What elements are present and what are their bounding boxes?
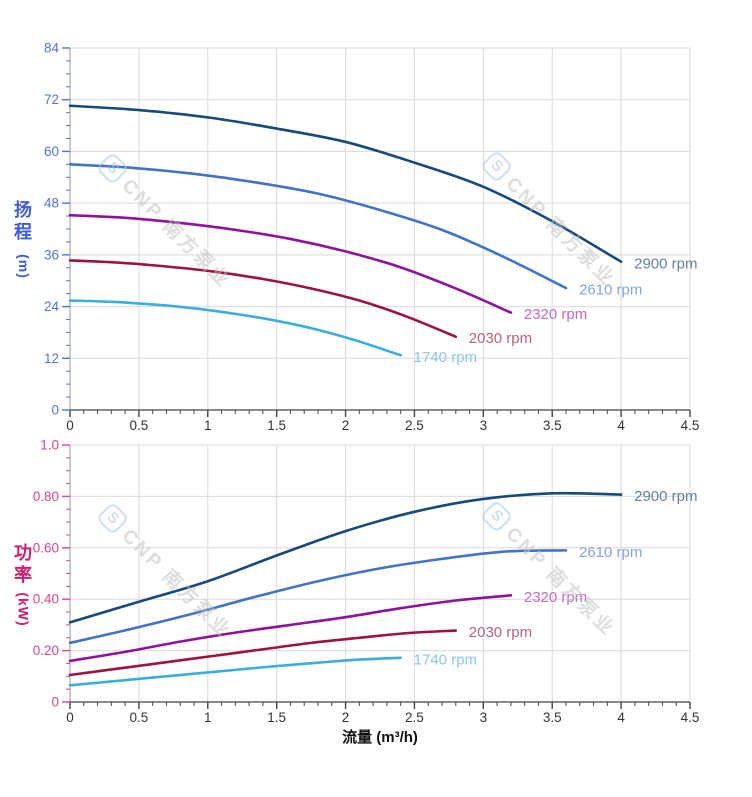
- x-tick-label: 0: [66, 710, 74, 725]
- head-axis-unit: (m): [15, 254, 32, 279]
- x-tick-label: 0: [66, 418, 74, 433]
- power-axis-title: 功 率 (kW): [6, 543, 40, 627]
- x-tick-label: 1: [204, 710, 212, 725]
- x-tick-label: 2: [342, 418, 350, 433]
- y-tick-label: 1.0: [40, 438, 59, 453]
- curve-label-2320-rpm: 2320 rpm: [524, 306, 587, 323]
- curve-2610-rpm: [68, 163, 568, 290]
- y-tick-label: 12: [44, 351, 59, 366]
- curve-label-2610-rpm: 2610 rpm: [579, 544, 642, 561]
- y-tick-label: 0.40: [33, 592, 59, 607]
- y-tick-label: 0.80: [33, 489, 59, 504]
- chart-head-vs-flow: 0 0.5 1 1.5 2 2.5 3 3.5 4 4.5 0 12 24 36 48 60 72 84 2900 …: [44, 41, 699, 434]
- chart-power-vs-flow: 0 0.5 1 1.5 2 2.5 3 3.5 4 4.5 0 0.20 0.40 0.60 0.80 1.0…: [33, 438, 700, 726]
- x-tick-label: 4: [617, 710, 625, 725]
- head-axis-title-char: 程: [14, 222, 32, 242]
- curve-label-1740-rpm: 1740 rpm: [414, 651, 477, 668]
- curve-2610-rpm: [68, 549, 568, 645]
- curve-2030-rpm: [68, 629, 458, 677]
- x-tick-label: 2.5: [405, 710, 424, 725]
- x-tick-label: 0.5: [129, 418, 148, 433]
- curve-label-1740-rpm: 1740 rpm: [414, 349, 477, 366]
- y-tick-label: 24: [44, 299, 60, 314]
- x-tick-label: 2.5: [405, 418, 424, 433]
- head-axis-title: 扬 程 (m): [6, 200, 40, 279]
- curve-1740-rpm: [68, 656, 402, 687]
- x-tick-label: 1.5: [267, 418, 286, 433]
- x-tick-label: 4.5: [681, 418, 700, 433]
- y-tick-label: 0.60: [33, 540, 59, 555]
- flow-axis-title: 流量 (m³/h): [342, 729, 418, 746]
- x-tick-label: 3: [480, 710, 488, 725]
- curve-label-2900-rpm: 2900 rpm: [634, 255, 697, 272]
- x-tick-label: 4: [617, 418, 625, 433]
- curve-label-2900-rpm: 2900 rpm: [634, 488, 697, 505]
- curve-label-2610-rpm: 2610 rpm: [579, 282, 642, 299]
- x-tick-label: 1.5: [267, 710, 286, 725]
- y-tick-label: 60: [44, 144, 59, 159]
- power-axis-unit: (kW): [15, 592, 32, 627]
- x-tick-label: 0.5: [129, 710, 148, 725]
- curve-2900-rpm: [68, 104, 623, 264]
- y-tick-label: 0.20: [33, 643, 59, 658]
- y-tick-label: 48: [44, 196, 59, 211]
- x-tick-label: 3.5: [543, 710, 562, 725]
- power-axis-title-char: 功: [14, 543, 32, 563]
- curve-label-2030-rpm: 2030 rpm: [469, 330, 532, 347]
- y-tick-label: 0: [51, 695, 59, 710]
- head-axis-title-char: 扬: [14, 200, 32, 220]
- x-tick-label: 4.5: [681, 710, 700, 725]
- y-tick-label: 72: [44, 92, 59, 107]
- y-tick-label: 36: [44, 247, 59, 262]
- y-tick-label: 0: [51, 403, 59, 418]
- curve-2900-rpm: [68, 491, 623, 624]
- x-tick-label: 3.5: [543, 418, 562, 433]
- curve-2320-rpm: [68, 594, 513, 663]
- curve-2030-rpm: [68, 259, 458, 339]
- curve-2320-rpm: [68, 213, 513, 314]
- x-tick-label: 1: [204, 418, 212, 433]
- curve-label-2320-rpm: 2320 rpm: [524, 589, 587, 606]
- curve-1740-rpm: [68, 299, 402, 357]
- y-tick-label: 84: [44, 41, 60, 56]
- x-tick-label: 2: [342, 710, 350, 725]
- power-axis-title-char: 率: [14, 565, 32, 585]
- x-tick-label: 3: [480, 418, 488, 433]
- curve-label-2030-rpm: 2030 rpm: [469, 624, 532, 641]
